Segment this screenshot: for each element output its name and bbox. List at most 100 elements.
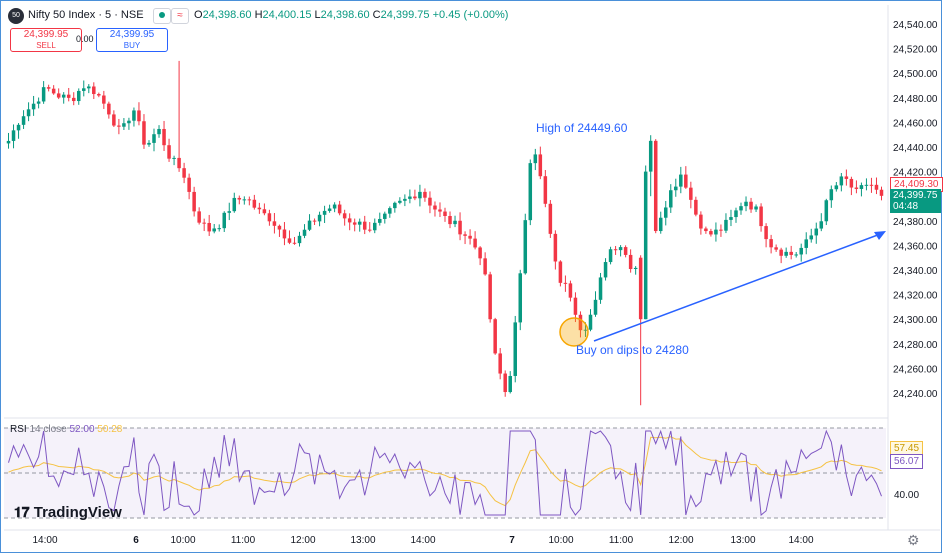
candle-body (272, 221, 277, 226)
candle-body (829, 189, 834, 201)
candle-body (357, 221, 362, 225)
live-dot-icon[interactable] (153, 8, 171, 24)
candle-body (724, 219, 728, 231)
ohlc-high: 24,400.15 (262, 9, 312, 21)
candle-body (653, 140, 658, 232)
candle-body (844, 176, 849, 179)
candle-body (533, 154, 538, 164)
candle-body (237, 197, 242, 200)
candle-body (157, 128, 161, 135)
candle-body (122, 123, 126, 127)
candle-body (834, 185, 839, 190)
candle-body (6, 140, 11, 144)
candle-body (217, 228, 221, 230)
candle-body (423, 191, 427, 198)
candle-body (784, 251, 788, 256)
candle-body (222, 212, 227, 229)
candle-body (413, 196, 417, 199)
candle-body (378, 218, 382, 223)
candle-body (814, 228, 819, 236)
candle-body (498, 353, 502, 374)
candle-body (618, 247, 623, 251)
candle-body (152, 134, 156, 143)
candle-body (704, 228, 708, 232)
candle-body (267, 213, 272, 222)
price-axis: 24,540.00 24,520.00 24,500.00 24,480.00 24,4… (893, 20, 938, 400)
candle-body (212, 228, 216, 232)
candle-body (453, 220, 457, 225)
candle-body (648, 140, 653, 172)
candle-body (21, 116, 26, 125)
candle-body (468, 235, 472, 239)
candle-body (669, 190, 673, 208)
candle-body (759, 206, 763, 227)
candle-body (41, 87, 46, 102)
price-tick-label: 24,380.00 (893, 217, 938, 228)
candle-body (242, 199, 247, 201)
buy-button[interactable]: 24,399.95 BUY (96, 28, 168, 52)
gear-icon[interactable]: ⚙ (907, 532, 920, 548)
candle-body (789, 251, 793, 255)
candle-body (518, 273, 523, 323)
candle-body (879, 189, 884, 196)
spread-value: 0.00 (76, 34, 94, 44)
candle-body (874, 184, 879, 190)
ohlc-close: 24,399.75 (380, 9, 430, 21)
price-tick-label: 24,540.00 (893, 20, 938, 31)
candle-body (448, 216, 452, 225)
candle-body (543, 176, 548, 204)
candle-body (252, 199, 257, 208)
candle-body (247, 199, 252, 201)
candle-body (568, 283, 573, 298)
candle-body (749, 201, 753, 210)
ohlc-low: 24,398.60 (320, 9, 370, 21)
candle-body (26, 109, 31, 117)
candle-body (312, 220, 317, 222)
sell-button[interactable]: 24,399.95 SELL (10, 28, 82, 52)
candle-body (458, 220, 462, 235)
candle-body (824, 200, 829, 222)
rsi-ma-value: 50.28 (97, 424, 123, 435)
rsi-label: RSI (10, 424, 27, 435)
candle-body (92, 86, 96, 95)
price-tick-label: 24,440.00 (893, 143, 938, 154)
candle-body (132, 110, 136, 121)
time-tick-label: 14:00 (410, 535, 435, 546)
candle-body (433, 205, 437, 210)
candle-body (187, 177, 191, 192)
candle-body (197, 211, 201, 223)
candle-body (623, 247, 628, 255)
price-tick-label: 24,260.00 (893, 364, 938, 375)
candle-body (754, 206, 758, 210)
candle-body (117, 125, 121, 127)
symbol-title[interactable]: Nifty 50 Index · 5 · NSE (28, 9, 144, 21)
candle-body (603, 262, 608, 278)
time-tick-label: 14:00 (788, 535, 813, 546)
candle-body (162, 128, 166, 146)
candle-body (628, 254, 633, 270)
candle-body (393, 202, 397, 209)
candle-body (658, 217, 663, 232)
candle-body (398, 200, 402, 203)
time-tick-label: 12:00 (668, 535, 693, 546)
rsi-header[interactable]: RSI 14 close 52.00 50.28 (10, 424, 122, 435)
price-tick-label: 24,280.00 (893, 340, 938, 351)
candle-body (714, 229, 718, 235)
candle-body (232, 197, 237, 212)
index-logo: 50 (8, 8, 24, 24)
candle-body (538, 154, 543, 177)
candle-body (608, 249, 613, 263)
candle-body (774, 247, 778, 250)
candle-body (51, 88, 56, 94)
wave-icon[interactable]: ≈ (171, 8, 189, 24)
candle-body (473, 238, 477, 248)
candle-body (192, 191, 196, 212)
candle-body (428, 197, 432, 206)
candle-body (373, 222, 377, 231)
price-tick-label: 24,480.00 (893, 94, 938, 105)
candle-body (327, 208, 332, 211)
candle-body (588, 314, 593, 330)
candle-body (177, 157, 181, 169)
